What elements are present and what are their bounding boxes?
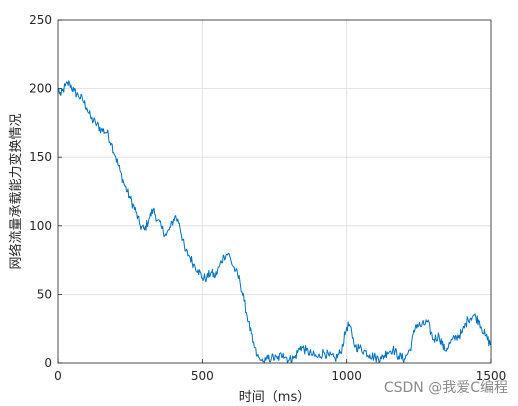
x-axis-label: 时间（ms）: [239, 390, 310, 405]
y-tick-label: 200: [29, 82, 52, 96]
y-tick-label: 150: [29, 150, 52, 164]
series-layer: [57, 80, 492, 364]
y-tick-label: 0: [44, 356, 52, 370]
y-axis-label: 网络流量承载能力变换情况: [8, 113, 24, 269]
series-line-0: [57, 80, 492, 364]
x-tick-label: 1000: [331, 369, 362, 383]
y-tick-label: 50: [37, 287, 52, 301]
x-tick-label: 0: [54, 369, 62, 383]
x-tick-label: 1500: [476, 369, 507, 383]
y-axis-ticks: 0 50 100 150 200 250: [29, 13, 62, 370]
plot-area-frame: [57, 19, 492, 364]
y-tick-label: 250: [29, 13, 52, 27]
watermark-text: CSDN @我爱C编程: [384, 380, 508, 396]
y-tick-label: 100: [29, 219, 52, 233]
x-axis-ticks: 0 500 1000 1500: [54, 359, 506, 383]
x-tick-label: 500: [191, 369, 214, 383]
